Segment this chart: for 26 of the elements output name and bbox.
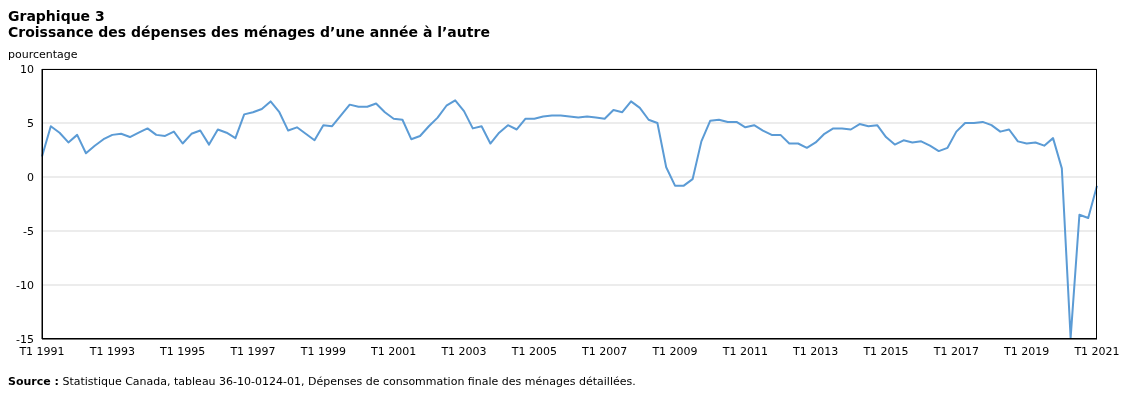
y-tick-label: -15: [16, 332, 34, 346]
x-tick-label: T1 1993: [88, 344, 135, 358]
x-tick-label: T1 1995: [159, 344, 206, 358]
y-axis-title: pourcentage: [8, 48, 79, 61]
x-tick-label: T1 1999: [299, 344, 346, 358]
chart-title: Graphique 3: [8, 8, 106, 24]
x-tick-label: T1 2005: [510, 344, 557, 358]
y-tick-label: -5: [23, 224, 34, 238]
y-tick-label: 5: [27, 116, 34, 130]
chart-subtitle: Croissance des dépenses des ménages d’une année à l’autre: [8, 24, 491, 40]
y-tick-label: 10: [20, 62, 34, 76]
x-tick-label: T1 2015: [862, 344, 909, 358]
x-tick-label: T1 2001: [370, 344, 417, 358]
x-tick-label: T1 2021: [1073, 344, 1120, 358]
x-tick-label: T1 2019: [1003, 344, 1050, 358]
x-tick-label: T1 1991: [18, 344, 65, 358]
x-tick-label: T1 2007: [581, 344, 628, 358]
x-tick-label: T1 2003: [440, 344, 487, 358]
x-tick-label: T1 1997: [229, 344, 276, 358]
source-note: Source : Statistique Canada, tableau 36-10-0124-01, Dépenses de consommation finale des ménages détaillées.: [8, 375, 637, 388]
x-tick-label: T1 2011: [721, 344, 768, 358]
x-tick-label: T1 2017: [932, 344, 979, 358]
y-tick-label: 0: [27, 170, 34, 184]
y-tick-label: -10: [16, 278, 34, 292]
x-tick-label: T1 2009: [651, 344, 698, 358]
x-tick-label: T1 2013: [792, 344, 839, 358]
